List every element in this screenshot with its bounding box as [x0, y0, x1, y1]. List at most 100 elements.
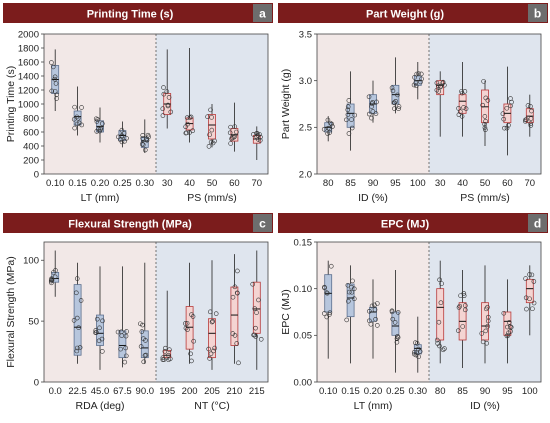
- data-point: [209, 127, 215, 133]
- x-tick-label: 60: [229, 178, 240, 189]
- data-point: [207, 132, 212, 138]
- data-point: [164, 89, 170, 94]
- data-point: [160, 113, 166, 118]
- data-point: [74, 290, 79, 296]
- data-point: [482, 121, 487, 127]
- data-point: [54, 92, 60, 98]
- data-point: [325, 125, 331, 131]
- x-tick-label: 200: [182, 386, 198, 397]
- data-point: [212, 345, 217, 351]
- data-point: [123, 333, 129, 339]
- y-axis-label: Printing Time (s): [5, 66, 17, 142]
- data-point: [329, 121, 334, 127]
- data-point: [527, 272, 532, 277]
- data-point: [324, 314, 330, 320]
- data-point: [324, 290, 329, 296]
- data-point: [208, 351, 214, 357]
- y-tick-label: 400: [23, 141, 39, 152]
- y-tick-label: 0.05: [294, 331, 313, 342]
- data-point: [93, 328, 99, 333]
- panel-letter: b: [534, 7, 541, 21]
- data-point: [74, 345, 80, 351]
- data-point: [254, 131, 260, 136]
- data-point: [506, 320, 512, 325]
- x-tick-label: 100: [522, 386, 538, 397]
- data-point: [160, 357, 166, 362]
- x-tick-label: 70: [525, 178, 536, 189]
- panel-letter: c: [259, 217, 266, 231]
- data-point: [485, 304, 490, 310]
- box: [391, 311, 400, 336]
- data-point: [227, 130, 233, 136]
- x-tick-label: 0.25: [113, 178, 132, 189]
- data-point: [369, 303, 375, 309]
- data-point: [528, 116, 534, 121]
- data-point: [482, 114, 488, 119]
- data-point: [166, 357, 171, 363]
- data-point: [228, 141, 233, 146]
- panel-header: [278, 213, 548, 233]
- data-point: [72, 104, 77, 110]
- data-point: [369, 115, 374, 121]
- data-point: [184, 321, 190, 326]
- data-point: [143, 352, 149, 358]
- data-point: [253, 325, 258, 331]
- data-point: [49, 88, 55, 94]
- data-point: [144, 136, 149, 142]
- x-tick-label: 40: [184, 178, 195, 189]
- data-point: [168, 109, 174, 115]
- x-tick-label: 40: [457, 178, 468, 189]
- y-tick-label: 100: [23, 256, 39, 267]
- x-tick-label: 50: [480, 178, 491, 189]
- data-point: [183, 321, 188, 326]
- panel-letter: d: [534, 217, 541, 231]
- data-point: [502, 125, 507, 131]
- x-tick-label: 45.0: [91, 386, 110, 397]
- y-axis-label: Part Weight (g): [280, 69, 292, 139]
- data-point: [166, 95, 172, 100]
- data-point: [440, 347, 446, 353]
- data-point: [322, 284, 327, 290]
- data-point: [99, 336, 105, 342]
- data-point: [209, 115, 214, 120]
- x-axis-label: PS (mm/s): [187, 192, 237, 204]
- data-point: [235, 290, 240, 296]
- data-point: [504, 125, 510, 131]
- x-axis-label: PS (mm/s): [460, 192, 510, 204]
- data-point: [234, 341, 240, 346]
- data-point: [504, 333, 510, 339]
- data-point: [506, 122, 511, 128]
- data-point: [321, 126, 327, 132]
- data-point: [252, 306, 258, 311]
- data-point: [435, 83, 441, 89]
- y-tick-label: 1200: [18, 85, 39, 96]
- data-point: [346, 289, 352, 295]
- y-tick-label: 0.15: [294, 237, 313, 248]
- data-point: [139, 141, 145, 147]
- data-point: [327, 130, 332, 135]
- data-point: [456, 106, 461, 111]
- x-tick-label: 215: [249, 386, 265, 397]
- data-point: [160, 355, 166, 361]
- data-point: [187, 130, 192, 135]
- panel-title: EPC (MJ): [381, 219, 430, 231]
- data-point: [52, 74, 58, 80]
- panel-letter: a: [259, 7, 266, 21]
- data-point: [395, 310, 401, 315]
- y-tick-label: 200: [23, 155, 39, 166]
- data-point: [190, 314, 196, 319]
- y-tick-label: 0.00: [294, 377, 313, 388]
- data-point: [458, 293, 463, 298]
- x-tick-label: 0.25: [386, 386, 405, 397]
- y-axis-label: Flexural Strength (MPa): [5, 256, 17, 367]
- data-point: [504, 324, 510, 330]
- data-point: [124, 329, 129, 334]
- plot-bg-left: [44, 34, 156, 174]
- data-point: [349, 289, 355, 295]
- data-point: [118, 346, 123, 352]
- x-tick-label: 0.15: [68, 178, 87, 189]
- data-point: [79, 105, 84, 110]
- panel-c: Flexural Strength (MPa) c 0 50 100 Flexural S…: [3, 213, 273, 412]
- data-point: [51, 270, 56, 275]
